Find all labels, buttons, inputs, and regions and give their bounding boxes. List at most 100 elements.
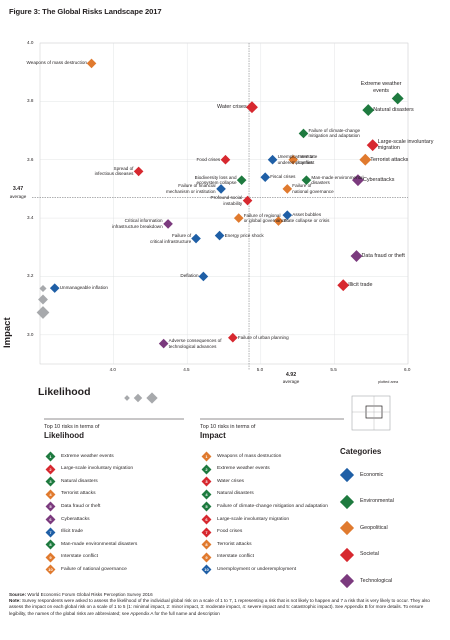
rank-label: Cyberattacks <box>61 516 90 522</box>
risk-label: Extreme weather events <box>360 81 402 94</box>
risk-point <box>288 154 298 165</box>
rank-number: 8 <box>49 542 52 548</box>
impact-average-label: average <box>9 194 27 199</box>
y-tick-label: 3.8 <box>27 98 34 104</box>
rank-marker: 1 <box>201 451 212 462</box>
rank-label: Extreme weather events <box>61 453 114 459</box>
category-label: Societal <box>360 551 379 557</box>
risk-point <box>242 195 253 206</box>
rank-number: 1 <box>49 454 52 459</box>
risk-label: Fiscal crises <box>270 174 296 180</box>
risk-label: Terrorist attacks <box>370 156 409 163</box>
risk-point <box>337 279 350 292</box>
rank-marker: 6 <box>45 514 56 525</box>
risk-point <box>350 250 363 262</box>
source-note: Source: World Economic Forum Global Risk… <box>9 592 430 616</box>
rank-marker: 9 <box>201 552 212 563</box>
rank-label: Weapons of mass destruction <box>217 453 282 459</box>
risk-label: Failure of urban planning <box>237 334 289 340</box>
top10-likelihood-heading: Top 10 risks in terms of Likelihood <box>44 424 100 440</box>
risk-label: Cyberattacks <box>362 177 395 184</box>
rank-number: 9 <box>205 554 208 560</box>
rank-number: 2 <box>205 466 208 472</box>
x-tick-label: 4.0 <box>109 367 116 372</box>
rank-label: Extreme weather events <box>217 466 270 472</box>
likelihood-average-label: average <box>282 379 300 384</box>
y-tick-label: 3.0 <box>27 331 34 337</box>
rank-label: Natural disasters <box>217 491 254 497</box>
risk-point <box>282 184 293 194</box>
rank-number: 3 <box>49 479 52 485</box>
rank-marker: 2 <box>201 464 212 475</box>
rank-marker: 4 <box>201 489 212 500</box>
risk-point <box>282 210 293 220</box>
risk-label: Natural disasters <box>373 107 414 114</box>
plotted-area-inset <box>351 395 391 431</box>
y-tick-label: 3.6 <box>27 156 34 162</box>
risk-point <box>236 175 247 185</box>
rank-number: 2 <box>49 466 52 472</box>
rank-number: 8 <box>205 542 208 548</box>
rank-marker: 1 <box>45 451 56 462</box>
rank-number: 9 <box>49 554 52 560</box>
risk-label: State collapse or crisis <box>283 218 330 223</box>
x-tick-label: 4.5 <box>183 367 190 372</box>
rank-number: 7 <box>49 529 52 535</box>
rank-marker: 6 <box>201 514 212 525</box>
risk-label: Weapons of mass destruction <box>26 60 87 66</box>
rank-label: Failure of climate-change mitigation and… <box>217 503 328 509</box>
risk-label: Man-made environmental disasters <box>311 174 364 186</box>
likelihood-scale-icon <box>124 392 158 404</box>
rank-label: Food crises <box>217 529 243 535</box>
impact-scale-icon <box>36 284 50 319</box>
category-label: Technological <box>360 577 393 584</box>
risk-label: Asset bubbles <box>292 212 322 218</box>
section-rules <box>44 418 344 420</box>
rank-marker: 9 <box>45 552 56 563</box>
rank-label: Large-scale involuntary migration <box>217 516 290 522</box>
category-label: Environmental <box>360 498 394 504</box>
risk-label: Adverse consequences of technological ad… <box>168 338 222 349</box>
risk-point <box>191 233 201 244</box>
rank-number: 1 <box>205 454 208 459</box>
y-tick-label: 3.2 <box>27 273 34 279</box>
risk-point <box>86 58 97 69</box>
risk-point <box>214 230 225 241</box>
rank-marker: 7 <box>201 527 212 538</box>
categories-heading: Categories <box>340 447 382 456</box>
average-lines <box>32 43 408 370</box>
rank-number: 6 <box>49 517 52 522</box>
likelihood-axis-title: Likelihood <box>38 386 91 398</box>
rank-label: Terrorist attacks <box>61 491 96 497</box>
risk-point <box>49 283 60 293</box>
risk-point <box>220 154 231 165</box>
rank-label: Illicit trade <box>61 529 84 535</box>
figure-title: Figure 3: The Global Risks Landscape 201… <box>9 7 162 16</box>
rank-marker: 7 <box>45 527 56 538</box>
rank-number: 3 <box>205 479 208 485</box>
rank-number: 6 <box>205 517 208 522</box>
risk-label: Spread of infectious diseases <box>94 165 134 177</box>
rank-label: Terrorist attacks <box>217 541 252 547</box>
risk-point <box>298 128 309 139</box>
x-tick-label: 5.0 <box>256 367 264 372</box>
rank-label: Water crises <box>217 478 244 484</box>
risk-label: Energy price shock <box>224 232 264 238</box>
rank-number: 5 <box>49 504 52 510</box>
rank-label: Man-made environmental disasters <box>61 541 138 547</box>
risk-label: Water crises <box>216 104 247 111</box>
risk-label: Unmanageable inflation <box>59 285 108 291</box>
rank-number: 4 <box>205 491 208 497</box>
risk-point <box>233 213 244 223</box>
inset-label: plotted area <box>378 380 399 384</box>
top10-impact-heading: Top 10 risks in terms of Impact <box>200 424 256 440</box>
risk-point <box>216 184 226 194</box>
rank-label: Interstate conflict <box>61 554 98 560</box>
rank-label: Large-scale involuntary migration <box>61 466 134 472</box>
impact-axis-title: Impact <box>2 317 13 348</box>
risk-label: Interstate conflict <box>298 154 318 165</box>
y-tick-label: 3.4 <box>27 215 34 221</box>
x-tick-label: 6.0 <box>404 367 411 372</box>
risk-label: Food crises <box>196 156 221 162</box>
